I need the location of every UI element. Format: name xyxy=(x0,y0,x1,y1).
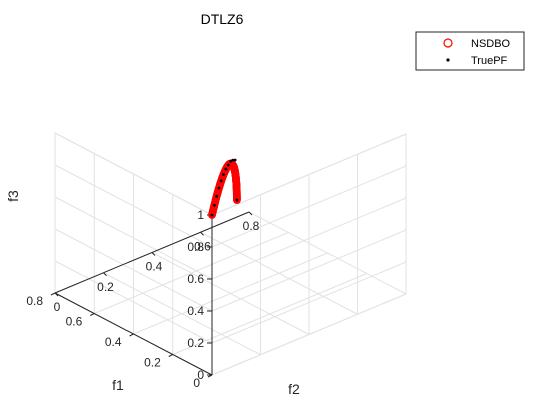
grid-layer xyxy=(54,132,407,376)
grid-line-f3-wall-b xyxy=(211,197,407,280)
z-tick-label: 0.6 xyxy=(187,272,204,286)
chart-title: DTLZ6 xyxy=(201,11,244,27)
legend-nsdbo-label: NSDBO xyxy=(471,38,511,50)
data-layer xyxy=(208,158,241,219)
grid-line-f3-wall-b xyxy=(211,165,407,248)
y-tick-mark xyxy=(248,211,253,216)
z-tick-label: 0.2 xyxy=(187,336,204,350)
nsdbo-point xyxy=(233,196,241,204)
box-edge xyxy=(54,132,213,216)
y-tick-label: 0.8 xyxy=(243,219,260,233)
legend-nsdbo-marker xyxy=(443,38,453,48)
y-tick-mark xyxy=(151,252,156,256)
y-tick-mark xyxy=(200,231,204,236)
y-tick-mark xyxy=(54,292,59,297)
x-tick-mark xyxy=(168,354,173,357)
x-tick-mark xyxy=(129,333,134,337)
z-tick-label: 1 xyxy=(197,208,204,222)
box-edge xyxy=(211,133,407,216)
grid-line-f3-wall-a xyxy=(54,228,213,312)
x-tick-label: 0.4 xyxy=(105,335,122,349)
grid-line-f3-wall-b xyxy=(211,229,407,312)
y-tick-label: 0.4 xyxy=(146,260,163,274)
x-tick-label: 0 xyxy=(193,376,200,390)
z-tick-label: 0.4 xyxy=(187,304,204,318)
y-tick-mark xyxy=(103,272,107,277)
grid-line-f3-wall-a xyxy=(54,164,213,248)
y-axis-label: f2 xyxy=(288,381,300,397)
grid-line-f3-wall-b xyxy=(211,261,407,344)
truepf-point xyxy=(224,167,228,171)
truepf-point xyxy=(235,198,239,202)
tick-layer: 00.20.40.60.8 00.20.40.60.800.20.40.60.81 xyxy=(26,208,259,390)
grid-line-f3-wall-b xyxy=(211,293,407,376)
truepf-point xyxy=(215,194,219,198)
truepf-point xyxy=(222,173,225,176)
x-axis-label: f1 xyxy=(112,377,124,393)
y-tick-label: 0 xyxy=(54,300,61,314)
truepf-point xyxy=(233,158,237,162)
legend-truepf-marker xyxy=(446,58,450,62)
grid-line-f3-wall-a xyxy=(54,260,213,344)
legend-truepf-label: TruePF xyxy=(471,55,508,67)
truepf-point xyxy=(217,186,221,190)
truepf-point xyxy=(226,163,230,167)
truepf-point xyxy=(219,179,223,183)
grid-line-f2-floor xyxy=(248,211,407,295)
z-tick-label: 0 xyxy=(197,368,204,382)
grid-line-f2-floor xyxy=(103,272,261,356)
truepf-point xyxy=(229,160,232,163)
legend-box xyxy=(415,31,525,71)
grid-line-f2-floor xyxy=(151,252,310,335)
z-axis-label: f3 xyxy=(5,190,21,202)
truepf-point xyxy=(231,158,235,162)
x-tick-mark xyxy=(90,313,95,316)
y-tick-label: 0.6 xyxy=(194,239,211,253)
z-tick-label: 0.8 xyxy=(187,240,204,254)
truepf-point xyxy=(210,213,214,217)
grid-line-f2-floor xyxy=(200,231,358,315)
x-tick-label: 0.6 xyxy=(66,315,83,329)
x-tick-label: 0.2 xyxy=(144,356,161,370)
y-tick-label: 0.2 xyxy=(97,280,114,294)
grid-line-f3-wall-a xyxy=(54,196,213,280)
legend: NSDBO TruePF xyxy=(415,31,525,71)
x-tick-label: 0.8 xyxy=(26,294,43,308)
truepf-point xyxy=(212,203,216,207)
x-tick-mark xyxy=(50,292,56,296)
